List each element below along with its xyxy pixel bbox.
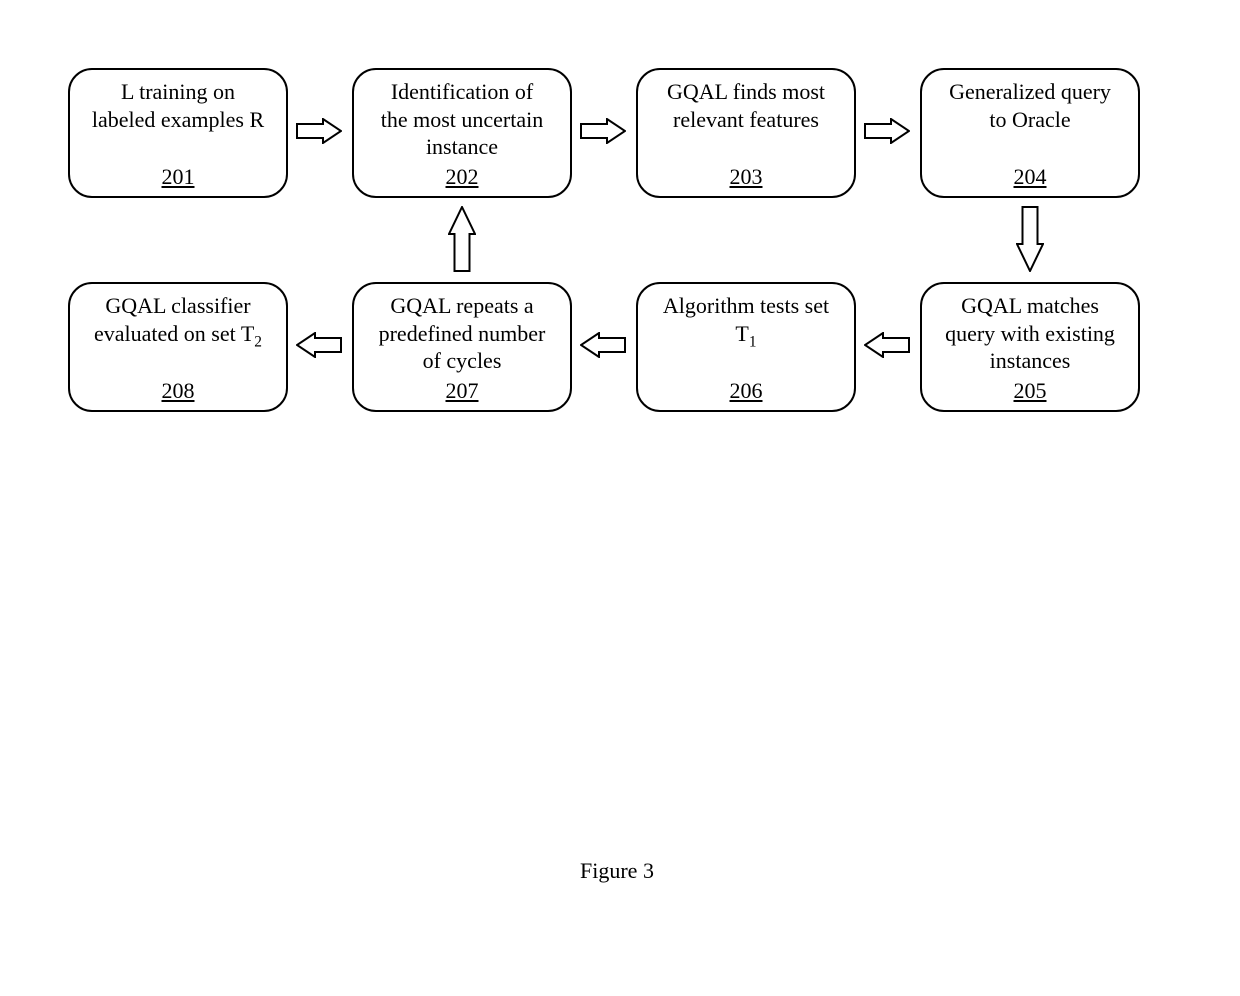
node-label: GQAL repeats apredefined numberof cycles	[369, 292, 556, 375]
node-label: Identification ofthe most uncertaininsta…	[371, 78, 554, 161]
arrow-right-icon	[580, 118, 626, 149]
flow-node-207: GQAL repeats apredefined numberof cycles…	[352, 282, 572, 412]
figure-caption: Figure 3	[580, 858, 654, 884]
flow-node-206: Algorithm tests setT1 206	[636, 282, 856, 412]
node-label: GQAL finds mostrelevant features	[657, 78, 835, 133]
node-number: 204	[922, 164, 1138, 190]
node-number: 207	[354, 378, 570, 404]
flow-node-205: GQAL matchesquery with existinginstances…	[920, 282, 1140, 412]
arrow-right-icon	[864, 118, 910, 149]
flow-node-202: Identification ofthe most uncertaininsta…	[352, 68, 572, 198]
arrow-left-icon	[864, 332, 910, 363]
node-label: L training onlabeled examples R	[82, 78, 274, 133]
node-number: 206	[638, 378, 854, 404]
node-label: GQAL classifierevaluated on set T2	[84, 292, 272, 351]
node-label: GQAL matchesquery with existinginstances	[935, 292, 1125, 375]
node-label: Algorithm tests setT1	[653, 292, 839, 351]
arrow-left-icon	[580, 332, 626, 363]
flow-node-203: GQAL finds mostrelevant features 203	[636, 68, 856, 198]
node-number: 202	[354, 164, 570, 190]
arrow-left-icon	[296, 332, 342, 363]
flow-node-204: Generalized queryto Oracle 204	[920, 68, 1140, 198]
arrow-down-icon	[1016, 206, 1044, 277]
arrow-up-icon	[448, 206, 476, 277]
flow-node-201: L training onlabeled examples R 201	[68, 68, 288, 198]
flow-node-208: GQAL classifierevaluated on set T2 208	[68, 282, 288, 412]
node-number: 203	[638, 164, 854, 190]
node-number: 205	[922, 378, 1138, 404]
node-number: 208	[70, 378, 286, 404]
node-label: Generalized queryto Oracle	[939, 78, 1121, 133]
arrow-right-icon	[296, 118, 342, 149]
node-number: 201	[70, 164, 286, 190]
